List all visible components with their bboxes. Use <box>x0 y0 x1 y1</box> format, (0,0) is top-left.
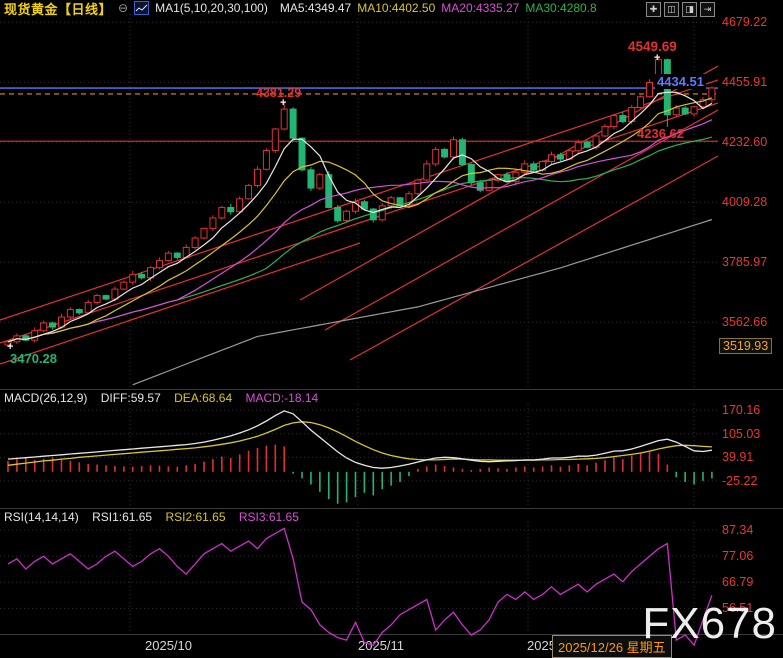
compress-left-icon[interactable]: ◫ <box>664 2 679 17</box>
watermark: FX678 <box>642 599 777 648</box>
chart-header: 现货黄金【日线】 ⊖ MA1(5,10,20,30,100) MA5:4349.… <box>0 0 783 17</box>
rsi-name: RSI(14,14,14) <box>4 510 79 524</box>
ma-value-3: MA30:4280.8 <box>525 1 597 15</box>
macd-dea-value: DEA:68.64 <box>174 391 233 405</box>
macd-label-row: MACD(26,12,9) DIFF:59.57 DEA:68.64 MACD:… <box>4 391 714 405</box>
rsi-axis-tick: 77.06 <box>722 549 754 563</box>
rsi-axis-tick: 66.79 <box>722 575 754 589</box>
alert-price-label: 3519.93 <box>719 338 773 354</box>
pane-separator <box>0 508 783 509</box>
rsi-canvas <box>0 522 718 647</box>
rsi1-value: RSI1:61.65 <box>92 510 153 524</box>
price-axis-tick: 3562.66 <box>722 315 768 329</box>
price-axis-tick: 4455.91 <box>722 75 768 89</box>
high-price-label: 4549.69 <box>628 39 677 54</box>
price-axis-tick: 4232.60 <box>722 135 768 149</box>
price-axis-tick: 4009.28 <box>722 195 768 209</box>
last-close-label: 4434.51 <box>655 74 706 89</box>
ma-value-2: MA20:4335.27 <box>441 1 520 15</box>
support-line-label: 4236.62 <box>637 126 684 141</box>
price-axis-tick: 4679.22 <box>722 15 768 29</box>
chart-toolbar: ✚ ◫ ◨ ⇥ <box>646 2 715 17</box>
mid-high-cross-marker: + <box>280 97 287 109</box>
price-axis-tick: 3785.97 <box>722 255 768 269</box>
ma-indicator-name: MA1(5,10,20,30,100) <box>155 1 268 15</box>
macd-canvas <box>0 404 718 507</box>
rsi-pane[interactable] <box>0 522 718 656</box>
main-chart-annotations: +4549.69 +4381.29 +3470.28 4236.62 4434.51 <box>7 39 706 366</box>
rsi-label-row: RSI(14,14,14) RSI1:61.65 RSI2:61.65 RSI3… <box>4 510 714 524</box>
high-cross-marker: + <box>654 52 661 64</box>
compress-right-icon[interactable]: ◨ <box>682 2 697 17</box>
collapse-icon[interactable]: ⊖ <box>118 1 129 15</box>
macd-axis-tick: 170.16 <box>722 403 761 417</box>
macd-axis-tick: 39.91 <box>722 450 754 464</box>
crosshair-move-icon[interactable]: ✚ <box>646 2 661 17</box>
macd-diff-value: DIFF:59.57 <box>100 391 161 405</box>
macd-axis-tick: 105.03 <box>722 427 761 441</box>
low-cross-marker: + <box>7 341 14 353</box>
symbol-title: 现货黄金【日线】 <box>4 1 113 17</box>
low-price-label: 3470.28 <box>10 351 57 366</box>
ma-value-0: MA5:4349.47 <box>279 1 352 15</box>
ma-value-1: MA10:4402.50 <box>357 1 436 15</box>
rsi2-value: RSI2:61.65 <box>165 510 226 524</box>
pane-separator <box>0 389 783 390</box>
shift-right-icon[interactable]: ⇥ <box>700 2 715 17</box>
macd-axis-tick: -25.22 <box>722 474 758 488</box>
rsi3-value: RSI3:61.65 <box>238 510 299 524</box>
rsi-axis-tick: 87.34 <box>722 523 754 537</box>
mid-high-price-label: 4381.29 <box>256 86 302 100</box>
rsi-axis-tick: 56.51 <box>722 601 754 615</box>
macd-name: MACD(26,12,9) <box>4 391 88 405</box>
mini-chart-icon[interactable] <box>134 1 150 15</box>
macd-macd-value: MACD:-18.14 <box>245 391 319 405</box>
ma-values: MA5:4349.47 MA10:4402.50 MA20:4335.27 MA30:… <box>274 0 597 17</box>
macd-pane[interactable] <box>0 402 718 509</box>
